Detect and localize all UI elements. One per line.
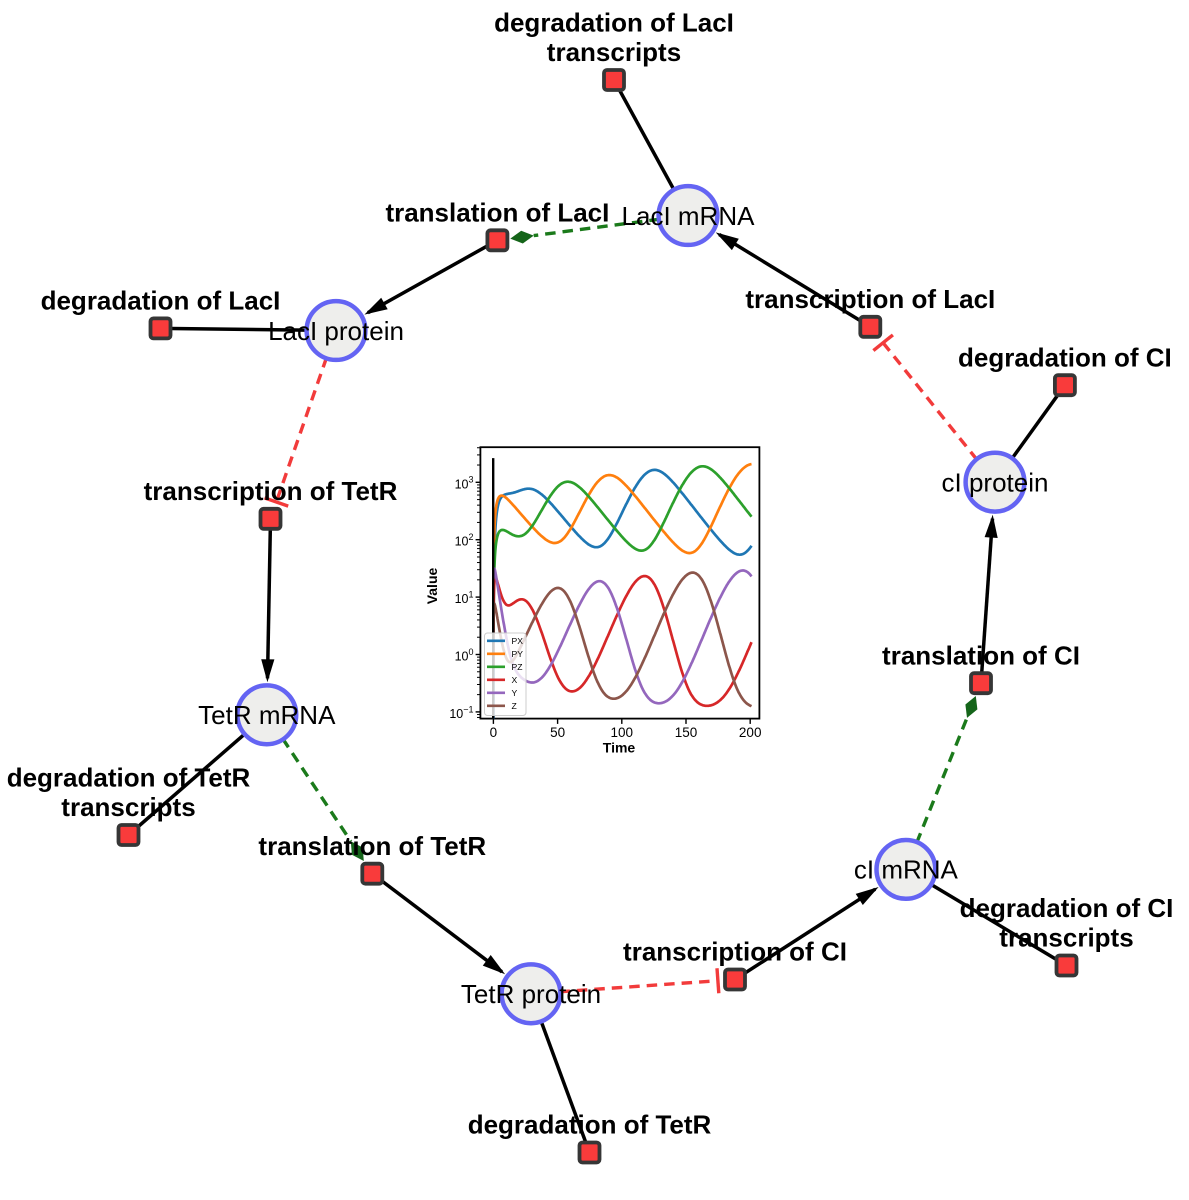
svg-text:150: 150 xyxy=(675,725,698,740)
svg-text:degradation of TetR: degradation of TetR xyxy=(468,1110,712,1140)
svg-text:0: 0 xyxy=(490,725,498,740)
svg-text:degradation of LacI: degradation of LacI xyxy=(41,286,281,316)
svg-text:degradation of TetR: degradation of TetR xyxy=(7,763,251,793)
svg-text:100: 100 xyxy=(611,725,634,740)
svg-text:degradation of CI: degradation of CI xyxy=(958,342,1172,372)
svg-text:degradation of LacI: degradation of LacI xyxy=(494,8,734,38)
svg-text:degradation of CI: degradation of CI xyxy=(960,893,1174,923)
svg-text:translation of TetR: translation of TetR xyxy=(258,831,486,861)
svg-text:TetR mRNA: TetR mRNA xyxy=(198,700,336,730)
svg-text:PZ: PZ xyxy=(512,662,523,672)
svg-text:PY: PY xyxy=(512,649,524,659)
svg-text:200: 200 xyxy=(739,725,762,740)
svg-text:transcripts: transcripts xyxy=(61,792,195,822)
svg-text:transcription of TetR: transcription of TetR xyxy=(144,476,398,506)
svg-text:transcripts: transcripts xyxy=(999,923,1133,953)
svg-text:X: X xyxy=(512,675,518,685)
svg-text:transcription of CI: transcription of CI xyxy=(623,937,847,967)
svg-text:LacI mRNA: LacI mRNA xyxy=(622,201,756,231)
svg-text:50: 50 xyxy=(550,725,565,740)
svg-text:Value: Value xyxy=(424,568,440,605)
svg-text:PX: PX xyxy=(512,636,524,646)
svg-text:transcripts: transcripts xyxy=(547,37,681,67)
svg-text:translation of CI: translation of CI xyxy=(882,640,1080,670)
svg-text:cI mRNA: cI mRNA xyxy=(854,855,959,885)
svg-text:transcription of LacI: transcription of LacI xyxy=(745,284,995,314)
svg-text:Z: Z xyxy=(512,701,517,711)
svg-text:LacI protein: LacI protein xyxy=(268,316,404,346)
svg-text:translation of LacI: translation of LacI xyxy=(385,198,609,228)
svg-text:TetR protein: TetR protein xyxy=(461,979,601,1009)
svg-text:cI protein: cI protein xyxy=(942,468,1049,498)
svg-text:Y: Y xyxy=(512,688,518,698)
svg-text:Time: Time xyxy=(603,740,636,756)
